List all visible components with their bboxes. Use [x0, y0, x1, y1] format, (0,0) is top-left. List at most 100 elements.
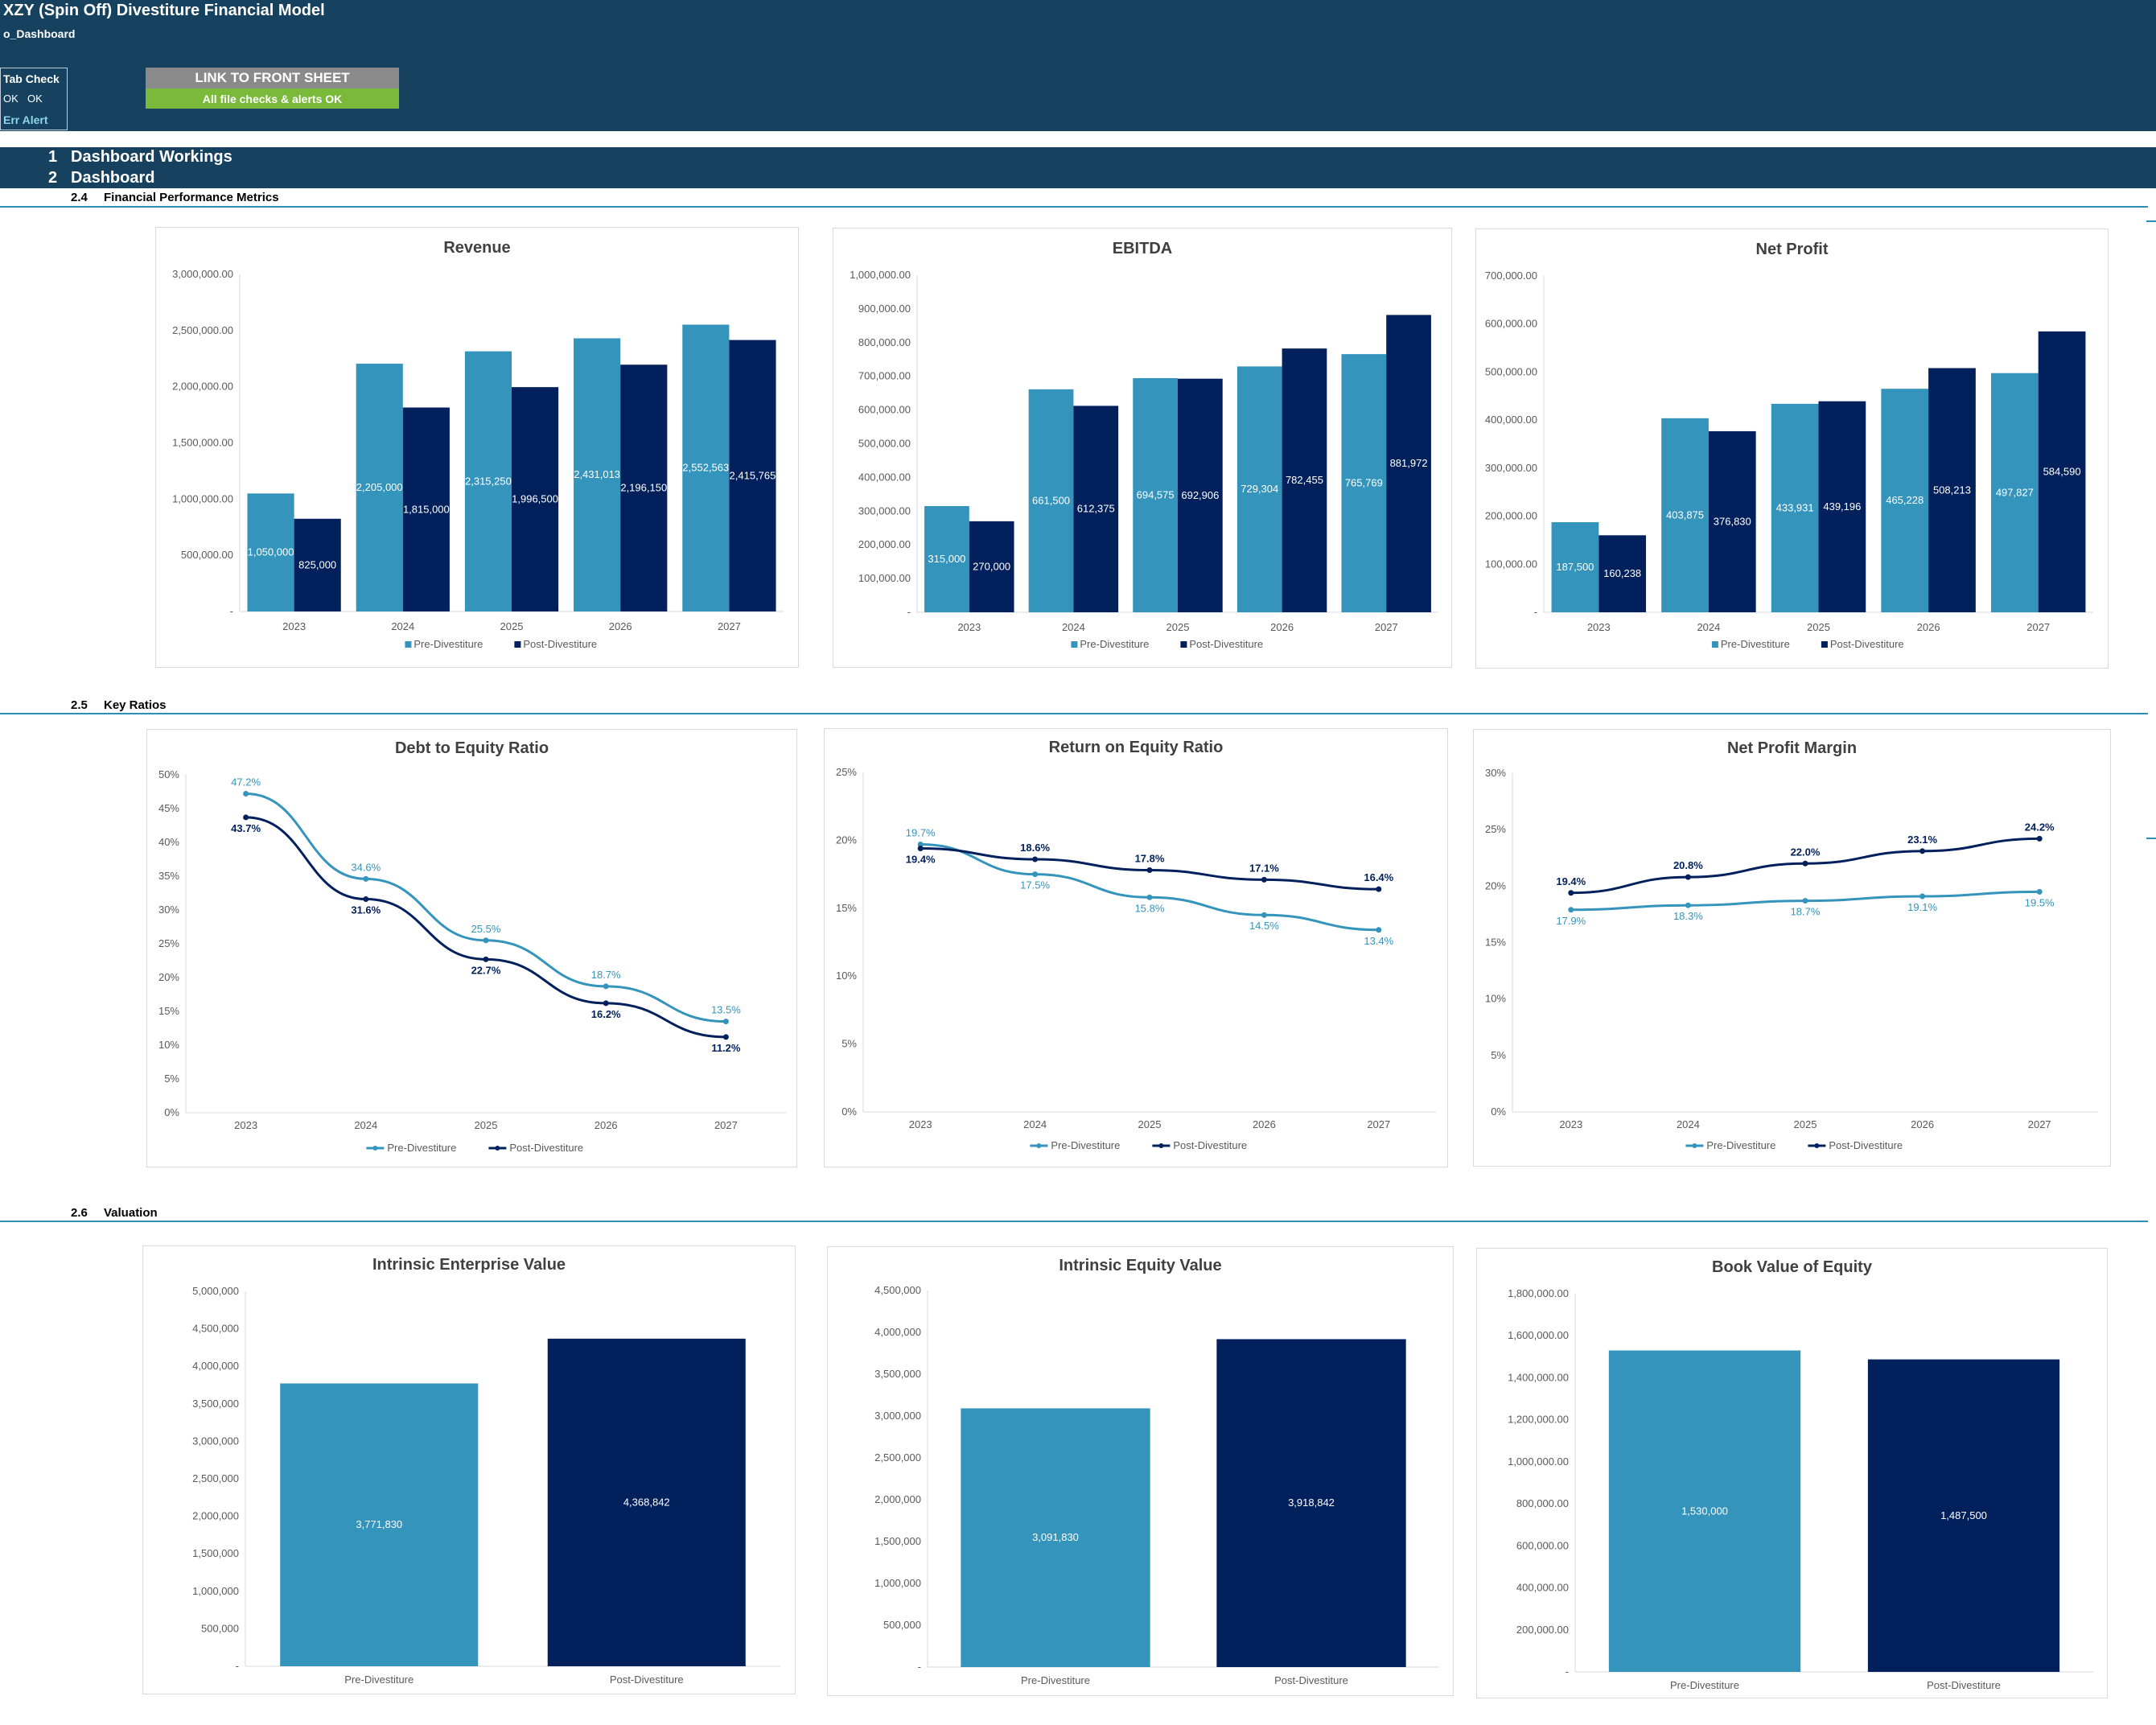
y-tick-label: - [236, 1660, 239, 1672]
legend-item[interactable]: Post-Divestiture [1180, 638, 1263, 650]
equity-value-chart[interactable]: - 500,000 1,000,000 1,500,000 2,000,000 2,500… [827, 1246, 1454, 1696]
data-point[interactable] [917, 846, 924, 852]
legend-item[interactable]: Pre-Divestiture [1711, 638, 1790, 650]
bar[interactable] [1708, 430, 1756, 612]
bar[interactable] [574, 338, 621, 611]
bar[interactable] [1133, 377, 1178, 612]
bar[interactable] [1282, 348, 1327, 612]
bar[interactable] [1386, 315, 1431, 612]
bar[interactable] [961, 1408, 1150, 1667]
data-point[interactable] [1919, 893, 1926, 900]
data-point[interactable] [1919, 848, 1926, 854]
bar[interactable] [1598, 535, 1647, 612]
bar[interactable] [512, 387, 559, 611]
legend-item[interactable]: Post-Divestiture [488, 1142, 583, 1154]
data-point[interactable] [243, 814, 249, 821]
bar[interactable] [924, 506, 969, 612]
bar[interactable] [969, 521, 1014, 612]
data-point[interactable] [1032, 871, 1039, 878]
legend-item[interactable]: Pre-Divestiture [1685, 1139, 1775, 1151]
bar[interactable] [620, 364, 668, 611]
bar[interactable] [682, 324, 730, 611]
y-tick-label: 900,000.00 [858, 303, 911, 315]
enterprise-value-chart[interactable]: - 500,000 1,000,000 1,500,000 2,000,000 2,500… [142, 1245, 796, 1694]
bar[interactable] [2038, 331, 2086, 612]
bar[interactable] [402, 407, 450, 611]
legend-item[interactable]: Pre-Divestiture [405, 638, 483, 650]
bar[interactable] [1661, 418, 1709, 612]
legend-item[interactable]: Post-Divestiture [1821, 638, 1904, 650]
data-point[interactable] [483, 937, 489, 944]
revenue-chart[interactable]: - 500,000.00 1,000,000.00 1,500,000.00 2,000… [155, 227, 799, 668]
section-label-dashboard-workings[interactable]: Dashboard Workings [71, 148, 232, 166]
legend-item[interactable]: Post-Divestiture [1808, 1139, 1903, 1151]
data-label: 22.0% [1791, 846, 1821, 858]
legend-item[interactable]: Post-Divestiture [1152, 1139, 1247, 1151]
bar[interactable] [247, 493, 294, 611]
bar[interactable] [1867, 1359, 2060, 1672]
series-line[interactable] [245, 793, 726, 1023]
data-point[interactable] [722, 1019, 729, 1025]
data-point[interactable] [1032, 856, 1039, 862]
data-label: 22.7% [471, 964, 501, 976]
data-point[interactable] [603, 1000, 609, 1007]
data-point[interactable] [1568, 907, 1574, 913]
data-point[interactable] [1685, 902, 1691, 908]
data-point[interactable] [1568, 890, 1574, 896]
header-band [0, 0, 2156, 131]
data-point[interactable] [2036, 888, 2043, 895]
data-point[interactable] [243, 791, 249, 797]
bar[interactable] [280, 1383, 479, 1666]
return-on-equity-chart[interactable]: 0% 5% 10% 15% 20% 25% 2023 2024 2025 2026 2027 19.7… [824, 728, 1448, 1167]
data-label: 433,931 [1776, 501, 1814, 513]
bar[interactable] [294, 518, 341, 611]
net-profit-chart[interactable]: - 100,000.00 200,000.00 300,000.00 400,000.0… [1475, 228, 2109, 669]
bar[interactable] [547, 1338, 746, 1666]
bar[interactable] [1608, 1350, 1801, 1673]
data-point[interactable] [1376, 927, 1382, 933]
data-point[interactable] [1376, 886, 1382, 892]
section-label-dashboard[interactable]: Dashboard [71, 169, 155, 187]
data-point[interactable] [1802, 860, 1808, 867]
bar[interactable] [1341, 354, 1387, 612]
bar[interactable] [1216, 1339, 1406, 1667]
y-tick-label: 20% [158, 971, 179, 983]
bar[interactable] [1028, 389, 1074, 612]
bar[interactable] [356, 364, 403, 611]
bar[interactable] [464, 351, 512, 611]
legend-item[interactable]: Post-Divestiture [514, 638, 597, 650]
data-point[interactable] [1685, 874, 1691, 880]
bar[interactable] [1771, 403, 1819, 612]
data-point[interactable] [1261, 912, 1267, 918]
legend-item[interactable]: Pre-Divestiture [366, 1142, 456, 1154]
debt-to-equity-chart[interactable]: 0% 5% 10% 15% 20% 25% 30% 35% 40% 45% 50% 2023 2024 2… [146, 729, 797, 1167]
bar[interactable] [1990, 373, 2039, 612]
data-point[interactable] [722, 1034, 729, 1040]
net-profit-margin-chart[interactable]: 0% 5% 10% 15% 20% 25% 30% 2023 2024 2025 2026 2027 1… [1473, 729, 2111, 1167]
legend-item[interactable]: Pre-Divestiture [1071, 638, 1149, 650]
bar[interactable] [1236, 366, 1282, 612]
bar[interactable] [729, 340, 776, 611]
data-point[interactable] [1146, 894, 1153, 900]
data-point[interactable] [917, 841, 924, 847]
bar[interactable] [1178, 378, 1223, 612]
ebitda-chart[interactable]: - 100,000.00 200,000.00 300,000.00 400,000.0… [833, 228, 1452, 668]
data-point[interactable] [483, 956, 489, 962]
bar[interactable] [1928, 368, 1976, 612]
data-point[interactable] [1146, 867, 1153, 874]
data-point[interactable] [363, 875, 369, 882]
data-point[interactable] [363, 896, 369, 903]
legend-item[interactable]: Pre-Divestiture [1030, 1139, 1120, 1151]
data-point[interactable] [1261, 876, 1267, 883]
bar[interactable] [1881, 389, 1929, 612]
bar[interactable] [1551, 522, 1599, 612]
data-point[interactable] [603, 983, 609, 990]
bar[interactable] [1073, 406, 1119, 612]
book-value-chart[interactable]: - 200,000.00 400,000.00 600,000.00 800,000.0… [1476, 1248, 2108, 1698]
legend-label: Pre-Divestiture [1721, 638, 1790, 650]
link-to-front-sheet-button[interactable]: LINK TO FRONT SHEET [146, 68, 399, 89]
bar[interactable] [1818, 401, 1866, 612]
data-point[interactable] [2036, 835, 2043, 842]
y-tick-label: 30% [1485, 767, 1506, 779]
data-point[interactable] [1802, 898, 1808, 904]
